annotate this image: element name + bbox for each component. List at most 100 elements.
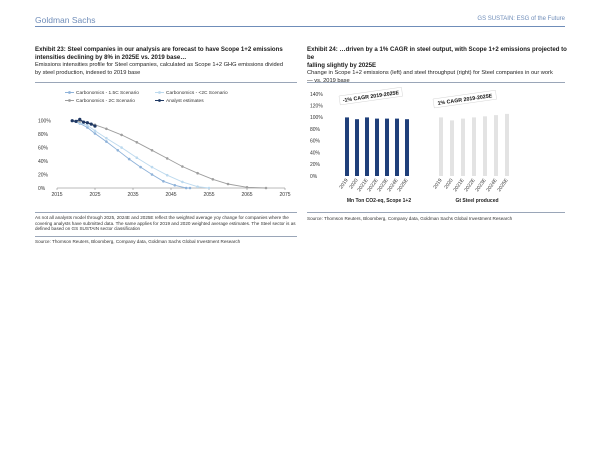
legend-label: Analyst estimates xyxy=(166,98,204,104)
x-tick-label: 2020 xyxy=(348,178,359,191)
exhibit24-source: Source: Thomson Reuters, Bloomberg, Comp… xyxy=(307,216,513,221)
exhibit23-footnote: As not all analysts model through 2025, … xyxy=(35,215,297,232)
series-point xyxy=(93,124,97,128)
series-point xyxy=(93,132,97,135)
bar xyxy=(385,118,389,176)
footnote-line1: As not all analysts model through 2025, … xyxy=(35,215,289,220)
bar xyxy=(461,118,465,176)
y-tick-label: 80% xyxy=(310,127,321,133)
exhibit23-top-rule xyxy=(35,82,297,83)
x-tick-label: 2055 xyxy=(203,192,214,198)
exhibit23-subtitle-line1: Emissions intensities profile for Steel … xyxy=(35,62,284,68)
x-tick-label: 2035 xyxy=(127,192,138,198)
exhibit23-title-line2: intensities declining by 8% in 2025E vs.… xyxy=(35,54,187,61)
series-point xyxy=(150,165,154,169)
annotation-box xyxy=(338,87,403,106)
series-point xyxy=(135,156,139,159)
x-tick-label: 2025 xyxy=(89,192,100,198)
bar xyxy=(365,117,369,176)
y-tick-label: 100% xyxy=(38,119,51,125)
series-point xyxy=(184,186,188,190)
exhibit24-bar-charts: 0% 20% 40% 60% 80% 100% 120% 140% 201920202021E2… xyxy=(310,87,510,204)
x-tick-label: 2025E xyxy=(396,177,410,193)
chart-series-title: Mn Ton CO2-eq, Scope 1+2 xyxy=(347,198,411,204)
exhibit23-bottom-rule xyxy=(35,212,297,213)
x-tick-label: 2075 xyxy=(279,192,290,198)
exhibit23-title-line1: Exhibit 23: Steel companies in our analy… xyxy=(35,46,283,53)
y-tick-label: 120% xyxy=(310,104,323,110)
y-tick-label: 100% xyxy=(310,115,323,121)
series-point xyxy=(105,127,108,131)
exhibit24-title-line1: Exhibit 24: …driven by a 1% CAGR in stee… xyxy=(307,46,567,61)
header-rule xyxy=(35,26,565,27)
line-chart-legend: Carbonomics - 1.5C Scenario Carbonomics -… xyxy=(65,90,228,104)
legend-label: Carbonomics - <2C Scenario xyxy=(166,90,228,96)
bar xyxy=(505,113,509,176)
y-tick-label: 40% xyxy=(310,150,321,156)
legend-marker xyxy=(68,91,71,94)
legend-label: Carbonomics - 1.5C Scenario xyxy=(76,90,139,96)
y-tick-label: 20% xyxy=(310,162,321,168)
cagr-annotation: -1% CAGR 2019-2025E xyxy=(338,87,403,106)
bar xyxy=(483,116,487,176)
series-point xyxy=(264,186,268,190)
series-point xyxy=(120,146,123,149)
footnote-line3: defined based on GS SUSTAIN sector class… xyxy=(35,226,141,232)
series-point xyxy=(89,122,93,126)
bar xyxy=(450,120,454,176)
series-point xyxy=(150,173,154,176)
series-point xyxy=(181,180,184,184)
line-chart-series xyxy=(70,117,268,190)
legend-marker xyxy=(68,99,71,102)
y-tick-label: 40% xyxy=(38,159,49,165)
series-point xyxy=(70,119,74,123)
series-point xyxy=(165,173,169,177)
y-tick-label: 80% xyxy=(38,132,49,138)
cagr-annotation: 1% CAGR 2019-2025E xyxy=(432,90,497,109)
bar xyxy=(345,117,349,176)
exhibit24-top-rule xyxy=(307,82,565,83)
line-chart-axes: 0% 20% 40% 60% 80% 100% 2015 2025 2035 2045 2055 20… xyxy=(38,119,291,198)
exhibit24-title-line2: falling slightly by 2025E xyxy=(307,62,377,69)
y-tick-label: 60% xyxy=(310,139,321,145)
exhibit23-line-chart: Carbonomics - 1.5C Scenario Carbonomics -… xyxy=(38,90,291,198)
series-point xyxy=(93,129,97,133)
exhibit23-heading: Exhibit 23: Steel companies in our analy… xyxy=(35,46,300,77)
bar xyxy=(405,119,409,176)
series-point xyxy=(78,117,82,121)
y-tick-label: 60% xyxy=(38,145,49,151)
legend-marker xyxy=(158,91,161,94)
series-point xyxy=(245,186,249,189)
exhibit23-source-rule xyxy=(35,236,297,237)
annotation-box xyxy=(432,90,497,109)
series-point xyxy=(196,171,199,175)
series-point xyxy=(165,157,169,160)
bar xyxy=(375,118,379,176)
legend-label: Carbonomics - 2C Scenario xyxy=(76,98,135,104)
brand-name: Goldman Sachs xyxy=(35,15,96,25)
series-point xyxy=(139,165,142,169)
series-point xyxy=(116,149,120,152)
series-point xyxy=(82,120,86,124)
bar xyxy=(395,118,399,176)
series-point xyxy=(196,185,199,188)
series-point xyxy=(207,186,211,190)
y-tick-label: 140% xyxy=(310,92,323,98)
series-point xyxy=(173,184,177,187)
series-point xyxy=(85,121,89,125)
bar xyxy=(494,115,498,176)
legend-marker xyxy=(158,99,161,102)
exhibit23-subtitle-line2: by steel production, indexed to 2019 bas… xyxy=(35,69,141,76)
y-tick-label: 0% xyxy=(38,186,46,192)
x-tick-label: 2015 xyxy=(51,192,62,198)
series-point xyxy=(150,149,154,152)
x-tick-label: 2020 xyxy=(443,178,454,191)
series-point xyxy=(86,124,89,127)
exhibit24-bottom-rule xyxy=(307,212,565,213)
x-tick-label: 2019 xyxy=(432,178,443,191)
series-point xyxy=(120,133,123,137)
report-title: GS SUSTAIN: ESG of the Future xyxy=(477,16,565,22)
y-tick-label: 20% xyxy=(38,172,49,178)
emissions-bar-chart: 0%20%40%60%80%100%120%140%201920202021E2… xyxy=(310,87,411,204)
